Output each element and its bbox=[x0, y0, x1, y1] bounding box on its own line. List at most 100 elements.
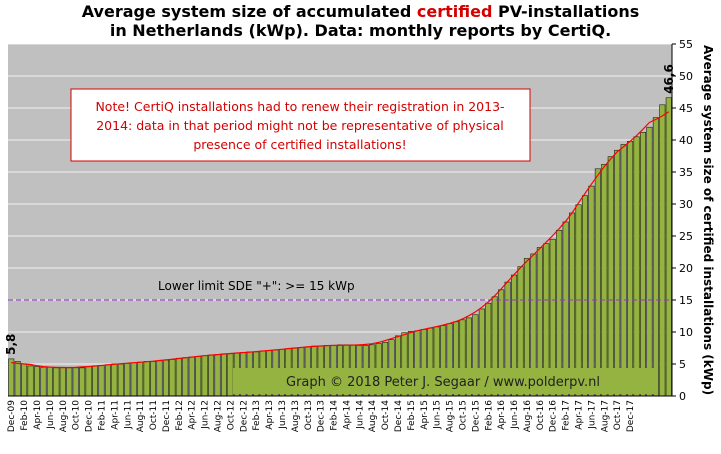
bar bbox=[21, 363, 28, 397]
bar bbox=[195, 356, 202, 397]
y-tick-label: 50 bbox=[679, 70, 693, 83]
bar bbox=[652, 117, 659, 397]
x-tick-label: Dec-09 bbox=[7, 400, 17, 432]
bar bbox=[14, 361, 21, 397]
x-tick-label: Dec-13 bbox=[317, 400, 327, 432]
trend-line bbox=[11, 111, 670, 369]
y-tick-label: 0 bbox=[679, 390, 686, 403]
x-tick-label: Feb-11 bbox=[98, 400, 108, 431]
x-tick-label: Jun-15 bbox=[433, 400, 443, 430]
x-tick-label: Aug-12 bbox=[214, 400, 224, 432]
x-tick-label: Feb-10 bbox=[20, 400, 30, 431]
x-tick-label: Dec-10 bbox=[85, 400, 95, 432]
x-tick-label: Aug-15 bbox=[446, 400, 456, 432]
bar bbox=[588, 185, 595, 397]
y-tick-label: 55 bbox=[679, 38, 693, 51]
bar bbox=[143, 361, 150, 397]
bar bbox=[227, 353, 234, 397]
x-tick-label: Apr-16 bbox=[497, 400, 507, 430]
bar bbox=[220, 353, 227, 397]
bar bbox=[117, 363, 124, 397]
bar bbox=[659, 104, 666, 397]
bar bbox=[98, 364, 105, 397]
x-tick-label: Feb-13 bbox=[252, 400, 262, 431]
x-axis-ticks: Dec-09 Feb-10 Apr-10 Jun-10 Aug-10 Oct-10 Dec-… bbox=[7, 395, 672, 433]
x-tick-label: Oct-10 bbox=[72, 400, 82, 431]
bar bbox=[40, 366, 47, 397]
bar bbox=[175, 357, 182, 397]
x-tick-label: Oct-15 bbox=[459, 400, 469, 430]
x-tick-label: Dec-14 bbox=[394, 400, 404, 432]
bar bbox=[27, 365, 34, 397]
x-tick-label: Jun-16 bbox=[510, 400, 520, 430]
bar bbox=[633, 136, 640, 397]
y-tick-label: 25 bbox=[679, 230, 693, 243]
x-tick-label: Feb-12 bbox=[175, 400, 185, 431]
x-tick-label: Dec-12 bbox=[239, 400, 249, 432]
x-tick-label: Oct-16 bbox=[536, 400, 546, 431]
bar bbox=[646, 126, 653, 397]
x-tick-label: Feb-14 bbox=[330, 400, 340, 431]
x-tick-label: Aug-17 bbox=[600, 400, 610, 432]
bar bbox=[104, 364, 111, 397]
bar bbox=[79, 367, 86, 397]
x-tick-label: Aug-10 bbox=[59, 400, 69, 433]
y-axis-ticks: 0 5 10 15 20 25 30 35 40 45 50 55 bbox=[671, 38, 693, 403]
x-tick-label: Jun-11 bbox=[123, 400, 133, 430]
last-value-label: 46,6 bbox=[662, 64, 676, 94]
y-tick-label: 5 bbox=[679, 358, 686, 371]
bar bbox=[601, 164, 608, 397]
bar bbox=[66, 367, 73, 397]
x-tick-label: Apr-12 bbox=[188, 400, 198, 430]
y-tick-label: 10 bbox=[679, 326, 693, 339]
note-line-1: Note! CertiQ installations had to renew … bbox=[95, 99, 504, 114]
bar bbox=[92, 365, 99, 397]
x-tick-label: Dec-15 bbox=[471, 400, 481, 432]
first-value-label: 5,8 bbox=[4, 334, 18, 355]
bar bbox=[130, 362, 137, 397]
bar bbox=[201, 355, 208, 397]
x-tick-label: Oct-12 bbox=[226, 400, 236, 430]
y-tick-label: 20 bbox=[679, 262, 693, 275]
x-tick-label: Aug-13 bbox=[291, 400, 301, 432]
bar bbox=[137, 361, 144, 397]
bar bbox=[627, 140, 634, 397]
y-tick-label: 45 bbox=[679, 102, 693, 115]
title-suffix: PV-installations bbox=[492, 2, 640, 21]
note-box: Note! CertiQ installations had to renew … bbox=[70, 88, 531, 162]
chart-title-line-2: in Netherlands (kWp). Data: monthly repo… bbox=[109, 21, 612, 40]
reference-line-label: Lower limit SDE "+": >= 15 kWp bbox=[158, 279, 355, 293]
bar bbox=[182, 357, 189, 397]
x-tick-label: Apr-10 bbox=[33, 400, 43, 430]
bar bbox=[53, 367, 60, 397]
title-prefix: Average system size of accumulated bbox=[81, 2, 417, 21]
x-tick-label: Jun-17 bbox=[587, 400, 597, 430]
bar bbox=[124, 363, 131, 397]
chart-title-line-1: Average system size of accumulated certi… bbox=[0, 2, 721, 21]
y-tick-label: 30 bbox=[679, 198, 693, 211]
x-tick-label: Dec-16 bbox=[549, 400, 559, 432]
bar bbox=[188, 356, 195, 397]
bar bbox=[208, 354, 215, 397]
y-tick-label: 40 bbox=[679, 134, 693, 147]
y-tick-label: 15 bbox=[679, 294, 693, 307]
x-tick-label: Oct-11 bbox=[149, 400, 159, 430]
x-tick-label: Dec-11 bbox=[162, 400, 172, 432]
title-certified-highlight: certified bbox=[416, 2, 493, 21]
bar bbox=[607, 156, 614, 397]
x-tick-label: Jun-10 bbox=[46, 400, 56, 430]
x-tick-label: Apr-11 bbox=[110, 400, 120, 430]
bar bbox=[581, 195, 588, 397]
watermark: Graph © 2018 Peter J. Segaar / www.polde… bbox=[233, 368, 654, 394]
bar bbox=[59, 366, 66, 397]
y-axis-label: Average system size of certified install… bbox=[701, 45, 715, 395]
note-line-2: 2014: data in that period might not be r… bbox=[96, 118, 504, 133]
bar bbox=[150, 361, 157, 397]
x-tick-label: Oct-14 bbox=[381, 400, 391, 431]
note-line-3: presence of certified installations! bbox=[193, 137, 406, 152]
x-tick-label: Jun-13 bbox=[278, 400, 288, 430]
x-tick-label: Feb-15 bbox=[407, 400, 417, 431]
x-tick-label: Feb-17 bbox=[562, 400, 572, 431]
bar bbox=[8, 358, 15, 397]
